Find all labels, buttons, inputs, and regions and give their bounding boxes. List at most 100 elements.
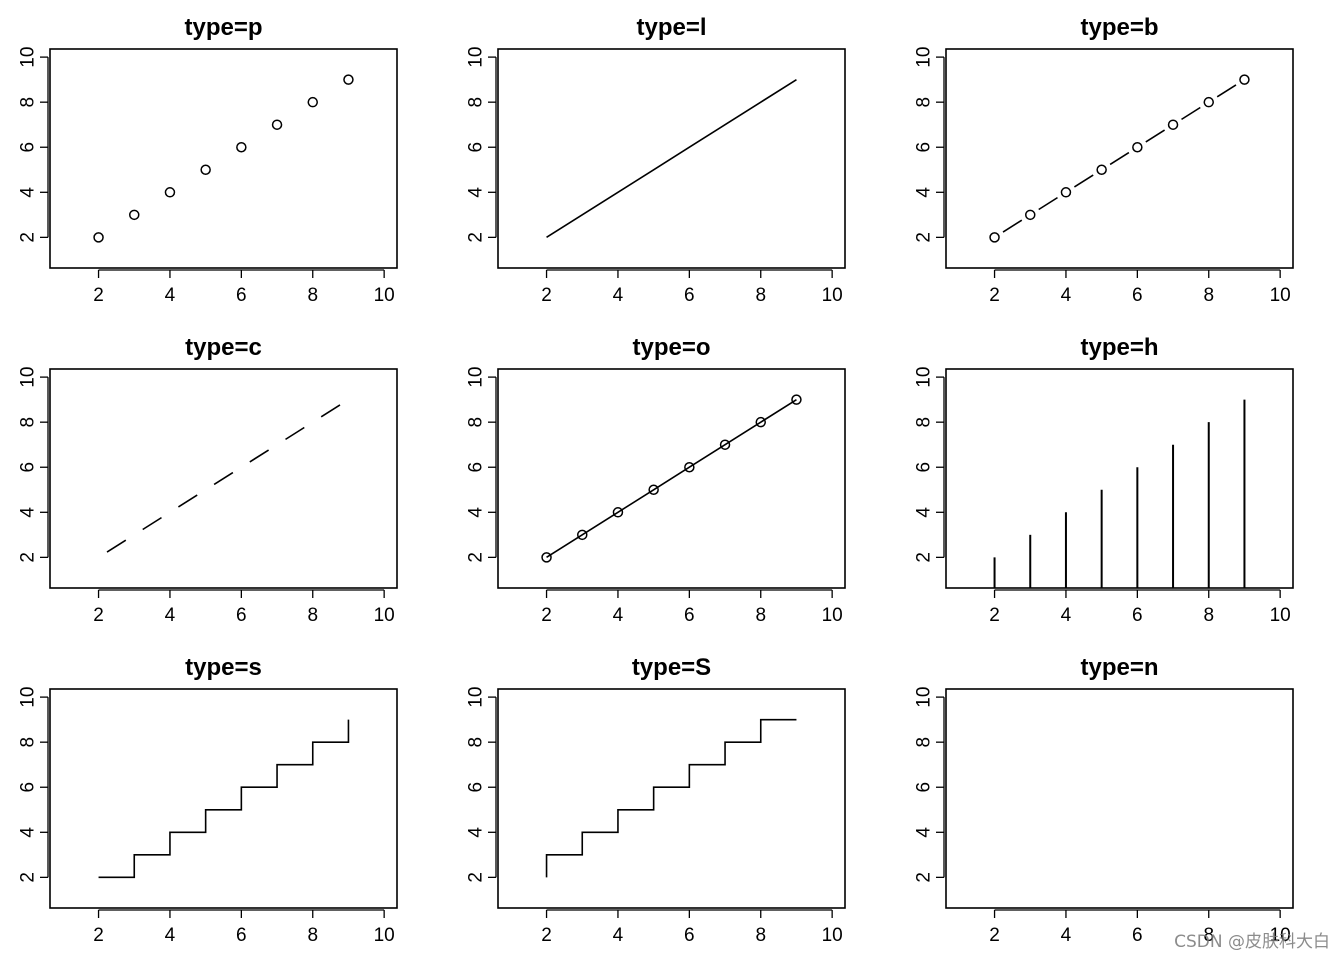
plot-frame — [945, 688, 1294, 909]
x-tick-label: 4 — [165, 925, 176, 946]
series-segment — [142, 516, 162, 531]
data-point — [236, 141, 247, 153]
data-point — [1239, 74, 1250, 85]
y-tick-label: 8 — [18, 417, 39, 428]
data-point — [577, 529, 588, 541]
x-tick-label: 8 — [1203, 605, 1214, 626]
y-tick-label: 10 — [18, 687, 39, 708]
y-tick-label: 10 — [466, 47, 487, 68]
y-tick-label: 10 — [466, 687, 487, 708]
x-tick-label: 8 — [755, 285, 766, 306]
series-segment — [1216, 84, 1237, 98]
x-tick-label: 8 — [307, 285, 318, 306]
x-tick-label: 8 — [755, 605, 766, 626]
y-tick-label: 2 — [914, 552, 935, 563]
y-tick-label: 4 — [914, 827, 935, 838]
plot-frame — [49, 688, 398, 909]
y-tick-label: 6 — [914, 782, 935, 793]
x-tick-label: 10 — [822, 925, 843, 946]
x-tick-label: 6 — [1132, 605, 1143, 626]
panel-title: type=S — [632, 654, 711, 681]
x-tick-label: 6 — [684, 285, 695, 306]
y-tick-label: 8 — [466, 417, 487, 428]
y-tick-label: 10 — [914, 47, 935, 68]
series-segment — [285, 426, 305, 441]
data-point — [1132, 141, 1143, 153]
panel-title: type=c — [185, 334, 262, 361]
x-tick-label: 10 — [1270, 605, 1291, 626]
y-tick-label: 8 — [914, 417, 935, 428]
y-tick-label: 4 — [18, 507, 39, 518]
plot-panel-n: type=n 2 4 6 8 10 2 4 6 8 10 — [914, 654, 1294, 946]
y-tick-label: 4 — [18, 827, 39, 838]
series-segment — [106, 539, 127, 553]
y-tick-label: 4 — [18, 187, 39, 198]
x-tick-label: 6 — [1132, 285, 1143, 306]
y-tick-label: 6 — [466, 782, 487, 793]
x-tick-label: 6 — [236, 285, 247, 306]
y-tick-label: 6 — [18, 782, 39, 793]
series-segment — [1038, 196, 1058, 211]
series-segment — [1002, 219, 1023, 233]
series-segment — [249, 449, 270, 463]
y-tick-label: 4 — [466, 827, 487, 838]
plot-panel-s: type=s 2 4 6 8 10 2 4 6 8 10 — [18, 654, 398, 946]
step-line — [98, 719, 350, 879]
y-tick-label: 8 — [18, 737, 39, 748]
x-tick-label: 4 — [1061, 605, 1072, 626]
series-line — [546, 78, 797, 239]
panel-title: type=h — [1080, 334, 1158, 361]
plot-frame — [497, 688, 846, 909]
y-tick-label: 4 — [914, 187, 935, 198]
x-tick-label: 6 — [684, 925, 695, 946]
panel-title: type=l — [636, 14, 706, 41]
x-tick-label: 10 — [1270, 285, 1291, 306]
y-tick-label: 8 — [466, 97, 487, 108]
plot-panel-p: type=p 2 4 6 8 10 2 4 6 8 10 — [18, 14, 398, 306]
x-tick-label: 6 — [684, 605, 695, 626]
data-point — [271, 119, 283, 130]
data-point — [791, 394, 802, 405]
x-tick-label: 8 — [755, 925, 766, 946]
y-tick-label: 8 — [914, 737, 935, 748]
panel-title: type=s — [185, 654, 262, 681]
y-tick-label: 10 — [18, 47, 39, 68]
data-point — [1025, 209, 1036, 221]
y-tick-label: 2 — [914, 872, 935, 883]
y-tick-label: 8 — [914, 97, 935, 108]
x-tick-label: 10 — [374, 925, 395, 946]
y-tick-label: 2 — [18, 872, 39, 883]
x-tick-label: 10 — [822, 605, 843, 626]
series-segment — [1109, 151, 1130, 166]
x-tick-label: 6 — [236, 925, 247, 946]
data-point — [200, 164, 211, 176]
plot-frame — [497, 48, 846, 269]
plot-panel-h: type=h 2 4 6 8 10 2 4 6 8 10 — [914, 334, 1294, 626]
data-point — [719, 439, 731, 450]
y-tick-label: 2 — [914, 232, 935, 243]
data-point — [755, 416, 766, 428]
x-tick-label: 4 — [1061, 285, 1072, 306]
plot-panel-c: type=c 2 4 6 8 10 2 4 6 8 10 — [18, 334, 398, 626]
data-point — [541, 552, 552, 563]
data-point — [307, 96, 318, 108]
x-tick-label: 2 — [541, 285, 552, 306]
panel-title: type=o — [632, 334, 710, 361]
y-tick-label: 4 — [914, 507, 935, 518]
y-tick-label: 6 — [466, 462, 487, 473]
plot-frame — [49, 368, 398, 589]
x-tick-label: 2 — [93, 925, 104, 946]
plot-frame — [945, 48, 1294, 269]
plot-frame — [49, 48, 398, 269]
series-line — [546, 398, 797, 559]
y-tick-label: 6 — [914, 462, 935, 473]
y-tick-label: 2 — [18, 232, 39, 243]
y-tick-label: 10 — [914, 687, 935, 708]
x-tick-label: 4 — [613, 925, 624, 946]
x-tick-label: 2 — [989, 605, 1000, 626]
x-tick-label: 2 — [93, 285, 104, 306]
plot-panel-b: type=b 2 4 6 8 10 2 4 6 8 10 — [914, 14, 1294, 306]
y-tick-label: 2 — [18, 552, 39, 563]
data-point — [684, 461, 695, 473]
